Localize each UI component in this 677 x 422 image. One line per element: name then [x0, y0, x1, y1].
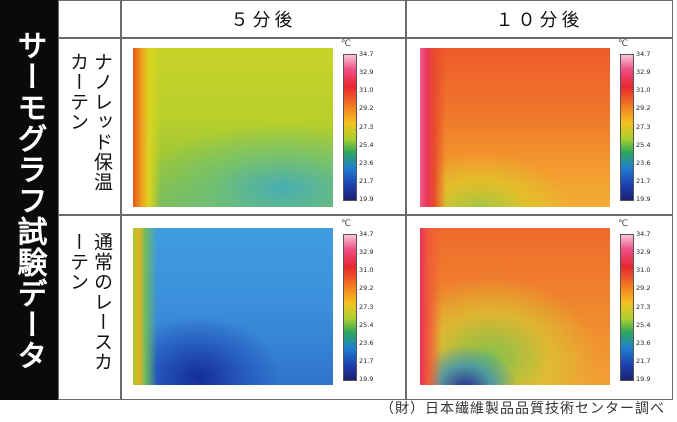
- scale-tick-label: 32.9: [636, 248, 651, 257]
- thermo-image: [133, 48, 333, 207]
- scale-tick-label: 31.0: [359, 266, 374, 275]
- scale-tick-label: 23.6: [636, 158, 651, 167]
- scale-tick-label: 31.0: [636, 86, 651, 95]
- scale-tick-label: 21.7: [636, 176, 651, 185]
- scale-tick-label: 27.3: [359, 122, 374, 131]
- scale-tick-label: 25.4: [636, 140, 651, 149]
- scale-tick-label: 23.6: [636, 338, 651, 347]
- scale-tick-label: 25.4: [359, 140, 374, 149]
- column-header-5min: ５分後: [230, 10, 297, 31]
- scale-tick-label: 19.9: [636, 375, 651, 383]
- scale-tick-label: 23.6: [359, 338, 374, 347]
- row-label-lace: 通常のレースカーテン: [67, 232, 113, 372]
- scale-tick-label: 29.2: [359, 284, 374, 293]
- scale-tick-label: 31.0: [636, 266, 651, 275]
- row-label-nanored: ナノレッド保温カーテン: [67, 52, 113, 192]
- scale-tick-label: 19.9: [636, 195, 651, 203]
- scale-tick-label: 32.9: [636, 68, 651, 77]
- scale-tick-label: 29.2: [636, 284, 651, 293]
- column-header-10min: １０分後: [495, 10, 584, 31]
- scale-tick-label: 34.7: [359, 50, 374, 58]
- scale-tick-label: 21.7: [636, 356, 651, 365]
- scale-unit: ℃: [618, 39, 629, 49]
- color-scale-bar: [343, 234, 357, 381]
- color-scale-bar: [620, 54, 634, 201]
- scale-unit: ℃: [618, 219, 629, 229]
- color-scale-bar: [343, 54, 357, 201]
- scale-unit: ℃: [341, 39, 352, 49]
- scale-tick-label: 32.9: [359, 248, 374, 257]
- scale-tick-label: 25.4: [359, 320, 374, 329]
- scale-tick-label: 32.9: [359, 68, 374, 77]
- scale-tick-label: 21.7: [359, 176, 374, 185]
- side-title: サーモグラフ試験データ: [0, 0, 58, 400]
- thermo-image: [420, 48, 610, 207]
- thermograph-grid: ５分後 １０分後 ナノレッド保温カーテン 通常のレースカーテン ℃ 34.7 32.…: [58, 0, 673, 400]
- scale-unit: ℃: [341, 219, 352, 229]
- color-scale-bar: [620, 234, 634, 381]
- scale-tick-label: 29.2: [359, 104, 374, 113]
- scale-tick-label: 34.7: [359, 230, 374, 238]
- scale-tick-label: 21.7: [359, 356, 374, 365]
- scale-tick-label: 29.2: [636, 104, 651, 113]
- scale-tick-label: 27.3: [636, 302, 651, 311]
- thermo-image: [133, 228, 333, 385]
- scale-tick-label: 27.3: [359, 302, 374, 311]
- scale-tick-label: 19.9: [359, 375, 374, 383]
- scale-tick-label: 27.3: [636, 122, 651, 131]
- scale-tick-label: 34.7: [636, 230, 651, 238]
- source-credit: （財）日本繊維製品品質技術センター調べ: [380, 401, 665, 417]
- scale-tick-label: 23.6: [359, 158, 374, 167]
- scale-tick-label: 34.7: [636, 50, 651, 58]
- scale-tick-label: 19.9: [359, 195, 374, 203]
- thermo-image: [420, 228, 610, 385]
- scale-tick-label: 25.4: [636, 320, 651, 329]
- scale-tick-label: 31.0: [359, 86, 374, 95]
